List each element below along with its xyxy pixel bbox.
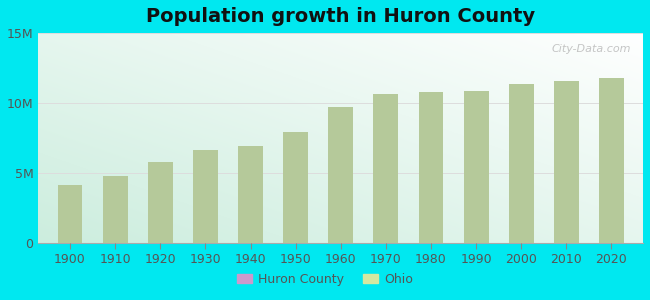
Text: City-Data.com: City-Data.com bbox=[551, 44, 631, 53]
Bar bbox=[599, 78, 624, 243]
Bar bbox=[58, 184, 83, 243]
Bar bbox=[283, 132, 308, 243]
Bar bbox=[419, 92, 443, 243]
Bar bbox=[193, 150, 218, 243]
Bar bbox=[103, 176, 127, 243]
Bar bbox=[509, 84, 534, 243]
Bar bbox=[374, 94, 398, 243]
Bar bbox=[328, 107, 353, 243]
Bar bbox=[463, 91, 489, 243]
Legend: Huron County, Ohio: Huron County, Ohio bbox=[232, 268, 418, 291]
Title: Population growth in Huron County: Population growth in Huron County bbox=[146, 7, 536, 26]
Bar bbox=[554, 81, 578, 243]
Bar bbox=[238, 146, 263, 243]
Bar bbox=[148, 162, 173, 243]
